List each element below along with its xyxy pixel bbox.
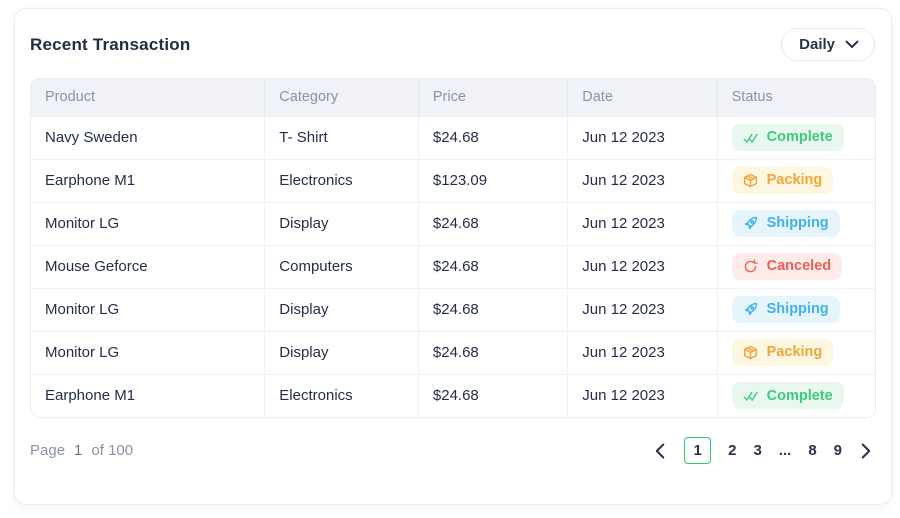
cell-product: Navy Sweden (31, 115, 265, 159)
cell-date: Jun 12 2023 (567, 115, 718, 159)
table-body: Navy Sweden T- Shirt $24.68 Jun 12 2023 … (31, 115, 875, 417)
status-label: Canceled (766, 258, 832, 275)
status-badge: Shipping (731, 296, 840, 323)
status-label: Complete (766, 129, 833, 146)
cell-price: $24.68 (417, 287, 568, 331)
cell-category: Electronics (264, 158, 419, 202)
cell-status: Complete (716, 373, 875, 417)
table-row: Monitor LG Display $24.68 Jun 12 2023 Sh… (31, 287, 875, 331)
cell-category: Computers (264, 244, 419, 288)
status-badge: Shipping (731, 210, 840, 237)
cell-product: Mouse Geforce (31, 244, 265, 288)
cell-category: Display (264, 287, 419, 331)
page-info: Page 1 of 100 (30, 442, 133, 459)
double-check-icon (743, 388, 758, 403)
cell-date: Jun 12 2023 (567, 244, 718, 288)
cell-product: Monitor LG (31, 201, 265, 245)
cell-product: Earphone M1 (31, 373, 265, 417)
cell-status: Packing (716, 330, 875, 374)
column-header-date: Date (567, 79, 718, 116)
chevron-left-icon[interactable] (653, 441, 667, 461)
package-icon (743, 345, 758, 360)
status-label: Complete (766, 387, 833, 404)
cell-product: Monitor LG (31, 287, 265, 331)
pagination-page-8[interactable]: 8 (808, 442, 817, 459)
cell-price: $24.68 (417, 373, 568, 417)
page-label: Page (30, 442, 66, 459)
status-badge: Complete (731, 382, 844, 410)
cell-date: Jun 12 2023 (567, 330, 718, 374)
status-badge: Canceled (731, 253, 843, 280)
cell-price: $24.68 (417, 330, 568, 374)
cell-category: Electronics (264, 373, 419, 417)
cell-date: Jun 12 2023 (567, 287, 718, 331)
table-header: Product Category Price Date Status (31, 79, 875, 116)
table-row: Earphone M1 Electronics $123.09 Jun 12 2… (31, 158, 875, 202)
status-badge: Packing (731, 339, 834, 366)
pagination-page-1[interactable]: 1 (684, 437, 712, 464)
page-title: Recent Transaction (30, 34, 191, 54)
cell-price: $24.68 (417, 201, 568, 245)
chevron-down-icon (845, 40, 859, 48)
table-row: Monitor LG Display $24.68 Jun 12 2023 Pa… (31, 330, 875, 374)
transactions-table: Product Category Price Date Status Navy … (30, 78, 876, 418)
pagination-page-3[interactable]: 3 (753, 442, 762, 459)
cell-status: Canceled (716, 244, 875, 288)
cell-status: Shipping (716, 287, 875, 331)
total-pages-label: of 100 (91, 442, 134, 459)
column-header-price: Price (417, 79, 568, 116)
pagination: 1 2 3 ... 8 9 (653, 437, 873, 464)
status-badge: Complete (731, 124, 844, 151)
cell-status: Complete (716, 115, 875, 159)
table-row: Monitor LG Display $24.68 Jun 12 2023 Sh… (31, 201, 875, 245)
column-header-product: Product (31, 79, 265, 116)
pagination-page-9[interactable]: 9 (833, 442, 842, 459)
table-row: Mouse Geforce Computers $24.68 Jun 12 20… (31, 244, 875, 288)
cell-status: Packing (716, 158, 875, 202)
status-label: Packing (766, 344, 823, 361)
table-row: Earphone M1 Electronics $24.68 Jun 12 20… (31, 373, 875, 417)
column-header-category: Category (264, 79, 419, 116)
daily-filter-dropdown[interactable]: Daily (781, 28, 875, 61)
cell-product: Earphone M1 (31, 158, 265, 202)
cell-date: Jun 12 2023 (567, 201, 718, 245)
cell-status: Shipping (716, 201, 875, 245)
card-footer: Page 1 of 100 1 2 3 ... 8 9 (15, 418, 891, 464)
pagination-ellipsis: ... (778, 442, 792, 459)
daily-filter-label: Daily (799, 36, 835, 53)
cell-price: $24.68 (417, 244, 568, 288)
table-row: Navy Sweden T- Shirt $24.68 Jun 12 2023 … (31, 115, 875, 159)
cell-category: Display (264, 201, 419, 245)
status-badge: Packing (731, 167, 834, 194)
column-header-status: Status (716, 79, 875, 116)
status-label: Shipping (766, 215, 829, 232)
cell-product: Monitor LG (31, 330, 265, 374)
cell-category: Display (264, 330, 419, 374)
status-label: Packing (766, 172, 823, 189)
rocket-icon (743, 216, 758, 231)
cell-category: T- Shirt (264, 115, 419, 159)
card-header: Recent Transaction Daily (15, 9, 891, 78)
recent-transaction-card: Recent Transaction Daily Product Categor… (14, 8, 892, 505)
double-check-icon (743, 130, 758, 145)
chevron-right-icon[interactable] (859, 441, 873, 461)
cancel-icon (743, 259, 758, 274)
package-icon (743, 173, 758, 188)
cell-price: $24.68 (417, 115, 568, 159)
rocket-icon (743, 302, 758, 317)
current-page-number: 1 (74, 442, 83, 459)
cell-date: Jun 12 2023 (567, 158, 718, 202)
status-label: Shipping (766, 301, 829, 318)
pagination-page-2[interactable]: 2 (728, 442, 737, 459)
cell-price: $123.09 (417, 158, 568, 202)
cell-date: Jun 12 2023 (567, 373, 718, 417)
